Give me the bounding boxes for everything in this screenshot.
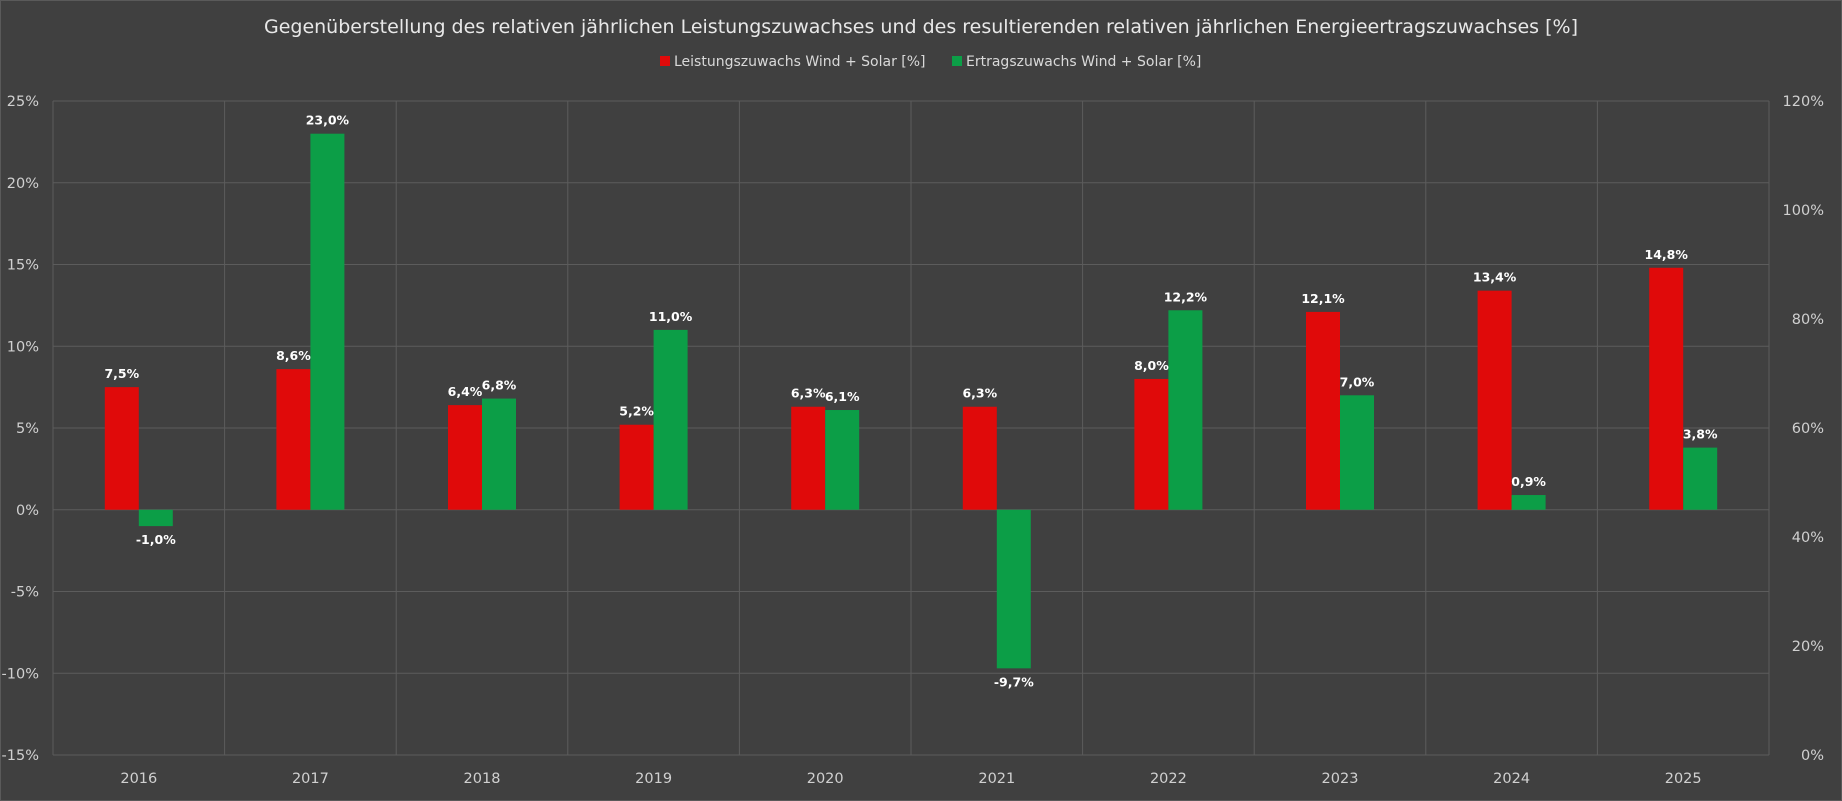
- y2-tick-label: 40%: [1792, 530, 1824, 546]
- bar-leistung[interactable]: [1477, 290, 1512, 510]
- x-tick-label: 2023: [1322, 771, 1359, 787]
- data-label: 8,6%: [276, 348, 311, 363]
- bar-ertrag[interactable]: [138, 509, 173, 527]
- y2-tick-label: 60%: [1792, 421, 1824, 437]
- data-label: 6,3%: [791, 386, 826, 401]
- y-tick-label: 0%: [16, 503, 39, 519]
- y-tick-label: 15%: [7, 258, 39, 274]
- y2-tick-label: 120%: [1783, 94, 1824, 110]
- data-label: 3,8%: [1683, 427, 1718, 442]
- legend-swatch-leistung: [660, 56, 670, 66]
- bar-leistung[interactable]: [1134, 378, 1169, 510]
- data-label: -1,0%: [136, 532, 176, 547]
- data-label: 5,2%: [619, 404, 654, 419]
- x-tick-label: 2019: [635, 771, 672, 787]
- data-label: 6,8%: [482, 378, 517, 393]
- bars: [104, 133, 1718, 669]
- data-label: 8,0%: [1134, 358, 1169, 373]
- y-tick-label: 5%: [16, 421, 39, 437]
- legend-label-leistung: Leistungszuwachs Wind + Solar [%]: [674, 54, 926, 70]
- x-tick-label: 2025: [1665, 771, 1702, 787]
- y2-tick-label: 80%: [1792, 312, 1824, 328]
- legend-item-ertrag[interactable]: Ertragszuwachs Wind + Solar [%]: [952, 54, 1201, 70]
- y2-tick-label: 100%: [1783, 203, 1824, 219]
- x-tick-label: 2018: [464, 771, 501, 787]
- y2-tick-label: 20%: [1792, 639, 1824, 655]
- bar-ertrag[interactable]: [482, 398, 516, 510]
- bar-ertrag[interactable]: [1683, 447, 1718, 510]
- bar-leistung[interactable]: [1306, 311, 1340, 510]
- y-tick-label: 25%: [7, 94, 39, 110]
- y-tick-label: 10%: [7, 339, 39, 355]
- bar-ertrag[interactable]: [825, 410, 860, 510]
- y2-tick-label: 0%: [1801, 748, 1824, 764]
- y-tick-label: -5%: [11, 585, 39, 601]
- bar-leistung[interactable]: [962, 406, 997, 510]
- bar-ertrag[interactable]: [1340, 395, 1374, 510]
- y-tick-label: -10%: [2, 666, 39, 682]
- y-tick-label: -15%: [2, 748, 39, 764]
- bar-ertrag[interactable]: [1511, 495, 1546, 510]
- x-tick-label: 2017: [292, 771, 329, 787]
- x-tick-label: 2022: [1150, 771, 1187, 787]
- y-axis-left: 25% 20% 15% 10% 5% 0% -5% -10% -15%: [2, 94, 39, 764]
- bar-ertrag[interactable]: [653, 329, 688, 510]
- bar-ertrag[interactable]: [996, 509, 1031, 669]
- data-label: 14,8%: [1645, 247, 1689, 262]
- bar-leistung[interactable]: [448, 405, 482, 510]
- legend-swatch-ertrag: [952, 56, 962, 66]
- legend-item-leistung[interactable]: Leistungszuwachs Wind + Solar [%]: [660, 54, 926, 70]
- chart-title: Gegenüberstellung des relativen jährlich…: [264, 16, 1578, 38]
- data-label: 11,0%: [649, 309, 693, 324]
- x-axis: 2016 2017 2018 2019 2020 2021 2022 2023 2024 2025: [120, 771, 1701, 787]
- y-axis-right: 120% 100% 80% 60% 40% 20% 0%: [1783, 94, 1824, 764]
- data-label: 23,0%: [306, 113, 350, 128]
- bar-leistung[interactable]: [276, 369, 311, 510]
- data-labels: 7,5%-1,0%8,6%23,0%6,4% 6,8%5,2%11,0%6,3% 6…: [104, 113, 1718, 690]
- y-tick-label: 20%: [7, 176, 39, 192]
- bar-leistung[interactable]: [104, 387, 139, 510]
- bar-ertrag[interactable]: [1168, 310, 1203, 510]
- bar-leistung[interactable]: [1649, 267, 1684, 510]
- data-label: 12,1%: [1301, 291, 1345, 306]
- bar-leistung[interactable]: [791, 406, 826, 510]
- x-tick-label: 2021: [978, 771, 1015, 787]
- bar-ertrag[interactable]: [310, 133, 345, 510]
- data-label: 7,0%: [1340, 374, 1375, 389]
- data-label: 0,9%: [1511, 474, 1546, 489]
- x-tick-label: 2016: [120, 771, 157, 787]
- data-label: 6,4%: [448, 384, 483, 399]
- data-label: 6,3%: [962, 386, 997, 401]
- data-label: 12,2%: [1164, 289, 1208, 304]
- legend-label-ertrag: Ertragszuwachs Wind + Solar [%]: [966, 54, 1201, 70]
- data-label: 6,1%: [825, 389, 860, 404]
- data-label: 7,5%: [104, 366, 139, 381]
- x-tick-label: 2020: [807, 771, 844, 787]
- x-tick-label: 2024: [1493, 771, 1530, 787]
- legend: Leistungszuwachs Wind + Solar [%] Ertrag…: [660, 54, 1201, 70]
- data-label: 13,4%: [1473, 270, 1517, 285]
- data-label: -9,7%: [994, 674, 1034, 689]
- bar-leistung[interactable]: [619, 424, 654, 510]
